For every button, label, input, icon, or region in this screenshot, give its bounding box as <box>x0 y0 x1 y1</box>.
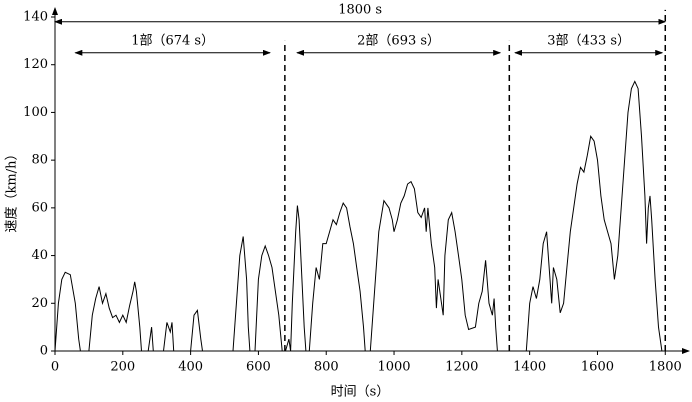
x-tick-label: 1400 <box>513 360 546 375</box>
y-tick-label: 0 <box>40 344 48 359</box>
x-tick-label: 400 <box>178 360 203 375</box>
x-tick-label: 1200 <box>445 360 478 375</box>
y-axis-label: 速度（km/h） <box>4 148 20 233</box>
y-tick-label: 120 <box>23 57 48 72</box>
x-axis-label: 时间（s） <box>331 385 390 400</box>
speed-line <box>54 80 663 352</box>
y-tick-label: 20 <box>31 296 48 311</box>
span-label: 3部（433 s） <box>547 33 630 48</box>
y-tick-label: 80 <box>31 153 48 168</box>
x-tick-label: 200 <box>110 360 135 375</box>
x-tick-label: 1800 <box>649 360 682 375</box>
span-label: 1800 s <box>338 2 382 17</box>
x-tick-label: 1600 <box>581 360 614 375</box>
x-tick-label: 800 <box>314 360 339 375</box>
span-label: 2部（693 s） <box>357 33 440 48</box>
y-tick-label: 60 <box>31 200 48 215</box>
span-label: 1部（674 s） <box>131 33 214 48</box>
y-tick-label: 40 <box>31 248 48 263</box>
x-tick-label: 0 <box>51 360 59 375</box>
y-tick-label: 140 <box>23 10 48 25</box>
x-tick-label: 1000 <box>377 360 410 375</box>
x-tick-label: 600 <box>246 360 271 375</box>
y-tick-label: 100 <box>23 105 48 120</box>
